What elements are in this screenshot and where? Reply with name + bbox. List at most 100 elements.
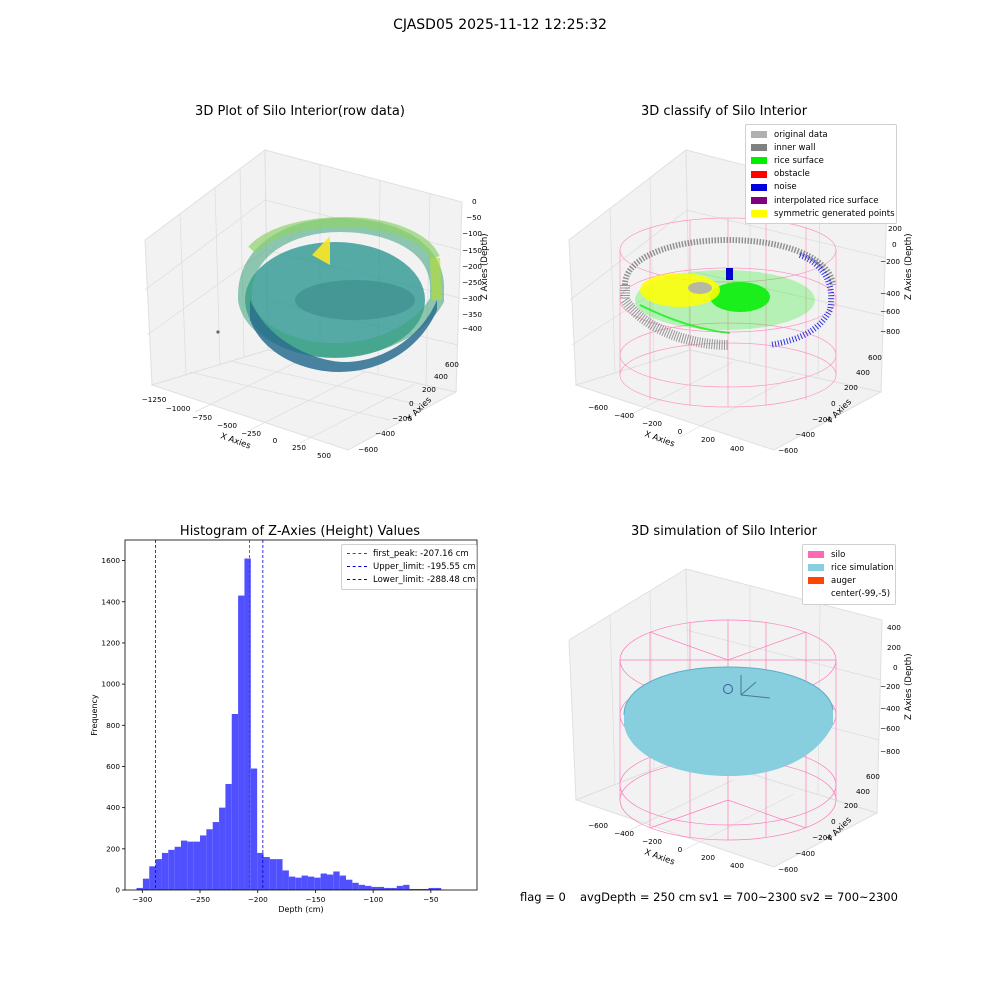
p2-ztick: −200	[880, 257, 900, 266]
histogram-bar	[365, 885, 372, 890]
histogram-bar	[269, 859, 277, 890]
p1-ztick: −300	[462, 294, 482, 303]
histogram-bar	[257, 852, 264, 890]
p4-xtick: 200	[701, 853, 715, 862]
legend-item: first_peak: -207.16 cm	[347, 547, 471, 560]
histogram-bar	[225, 783, 232, 890]
histogram-bar	[250, 768, 258, 890]
p4-ztick: −800	[880, 747, 900, 756]
histogram-chart: −300 −250 −200 −150 −100 −50 0 200 400 600 800 100…	[90, 539, 478, 914]
legend-item: original data	[751, 128, 891, 141]
p1-zlabel: Z Axies (Depth)	[480, 233, 490, 300]
histogram-bar	[244, 558, 251, 890]
legend-item: center(-99,-5)	[808, 588, 890, 601]
histogram-y-tick-label: 1000	[101, 680, 120, 689]
legend-item: inner wall	[751, 141, 891, 154]
histogram-x-tick-label: −100	[363, 895, 383, 904]
histogram-bar	[301, 875, 308, 890]
histogram-x-ticks: −300 −250 −200 −150 −100 −50	[132, 890, 439, 904]
p4-ztick: 200	[887, 643, 901, 652]
histogram-bar	[390, 887, 397, 890]
footer-flag: flag = 0	[520, 890, 566, 904]
p2-ytick: 400	[856, 368, 870, 377]
histogram-bar	[219, 807, 226, 890]
legend-item: rice surface	[751, 154, 891, 167]
p1-ytick: −600	[358, 445, 378, 454]
auger-marker	[723, 684, 733, 694]
p1-ztick: −400	[462, 324, 482, 333]
histogram-x-tick-label: −250	[190, 895, 210, 904]
histogram-bar	[276, 859, 283, 890]
histogram-y-tick-label: 1600	[101, 556, 120, 565]
histogram-bar	[288, 876, 296, 890]
p2-ytick: −200	[812, 415, 832, 424]
histogram-frame	[124, 539, 478, 891]
footer-sv1: sv1 = 700~2300	[699, 890, 797, 904]
legend-label: Upper_limit: -195.55 cm	[373, 561, 476, 572]
p4-ztick: −200	[880, 682, 900, 691]
histogram-bar	[422, 888, 429, 890]
p1-ytick: 200	[422, 385, 436, 394]
p2-xtick: 400	[730, 444, 744, 453]
footer-avg-depth: avgDepth = 250 cm	[580, 890, 697, 904]
p4-ytick: 0	[831, 817, 836, 826]
histogram-xlabel: Depth (cm)	[278, 905, 323, 914]
histogram-bar	[415, 888, 423, 890]
histogram-bar	[212, 822, 220, 890]
legend-item: obstacle	[751, 168, 891, 181]
p2-xtick: −200	[642, 419, 662, 428]
histogram-bar	[231, 713, 239, 890]
p2-ztick: −400	[880, 289, 900, 298]
p4-xtick: −600	[588, 821, 608, 830]
legend-item: interpolated rice surface	[751, 194, 891, 207]
p1-ytick: −400	[375, 429, 395, 438]
histogram-ylabel: Frequency	[90, 694, 99, 736]
legend-label: first_peak: -207.16 cm	[373, 548, 469, 559]
histogram-y-tick-label: 200	[106, 844, 120, 853]
p2-ztick: 200	[888, 224, 902, 233]
histogram-bar	[193, 841, 201, 890]
histogram-bar	[339, 875, 347, 890]
p1-ztick: −200	[462, 262, 482, 271]
histogram-bar	[307, 876, 315, 890]
p4-zlabel: Z Axies (Depth)	[904, 653, 914, 720]
legend-label: obstacle	[774, 169, 810, 180]
histogram-legend: first_peak: -207.16 cm Upper_limit: -195…	[341, 544, 477, 590]
histogram-bar	[263, 857, 270, 890]
p1-ztick: −250	[462, 278, 482, 287]
histogram-bar	[142, 878, 150, 890]
p4-ztick: 0	[893, 663, 898, 672]
panel2-legend: original data inner wall rice surface ob…	[745, 124, 897, 225]
p1-ytick: 400	[434, 372, 448, 381]
histogram-bar	[352, 882, 359, 890]
legend-label: center(-99,-5)	[831, 589, 891, 600]
p2-xtick: −400	[614, 411, 634, 420]
legend-label: rice surface	[774, 155, 824, 166]
p4-xtick: 400	[730, 861, 744, 870]
histogram-bar	[409, 888, 416, 890]
histogram-y-tick-label: 800	[106, 721, 120, 730]
p2-xlabel: X Axies	[643, 429, 676, 449]
legend-swatch	[808, 577, 824, 585]
histogram-x-tick-label: −150	[305, 895, 325, 904]
p1-ztick: −100	[462, 229, 482, 238]
histogram-bar	[314, 877, 321, 890]
legend-item: auger	[808, 574, 890, 587]
p2-ytick: 600	[868, 353, 882, 362]
p4-ytick: 200	[844, 801, 858, 810]
legend-swatch	[751, 144, 767, 152]
histogram-bar	[377, 886, 385, 890]
histogram-x-tick-label: −300	[132, 895, 152, 904]
histogram-x-tick-label: −200	[248, 895, 268, 904]
p2-ytick: 0	[831, 399, 836, 408]
legend-label: interpolated rice surface	[774, 195, 879, 206]
p1-xtick: 0	[273, 436, 278, 445]
legend-label: silo	[831, 549, 846, 560]
legend-line	[347, 566, 367, 568]
legend-item: symmetric generated points	[751, 207, 895, 220]
p4-ytick: −400	[795, 849, 815, 858]
p1-xtick: −500	[217, 421, 237, 430]
legend-swatch	[751, 157, 767, 165]
panel3-title: Histogram of Z-Axies (Height) Values	[179, 524, 421, 539]
p1-xtick: −250	[241, 429, 261, 438]
